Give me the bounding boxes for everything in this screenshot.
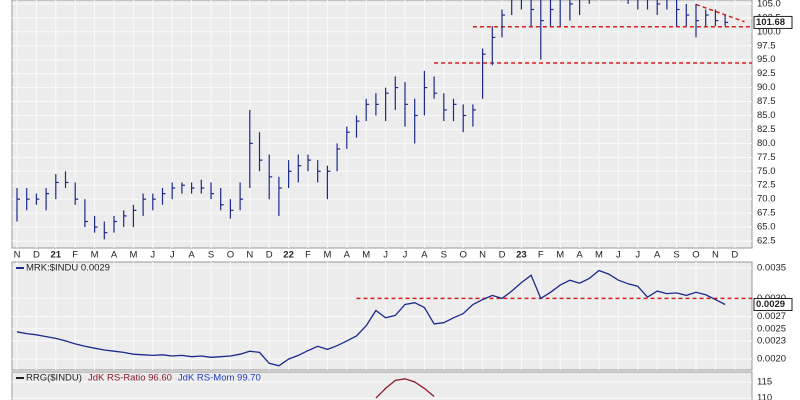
x-tick-label: S bbox=[441, 250, 447, 261]
x-tick-label: S bbox=[673, 250, 679, 261]
y-tick-label: 105.0 bbox=[757, 0, 781, 9]
x-tick-label: A bbox=[421, 250, 428, 261]
x-tick-label: F bbox=[72, 250, 78, 261]
x-tick-label: S bbox=[208, 250, 214, 261]
legend-entry: JdK RS-Mom 99.70 bbox=[178, 373, 261, 384]
y-tick-label: 97.5 bbox=[757, 40, 776, 51]
last-value-box bbox=[753, 15, 793, 29]
x-tick-label: O bbox=[227, 250, 234, 261]
price-panel bbox=[11, 0, 753, 249]
y-tick-label: 62.5 bbox=[757, 236, 776, 247]
x-tick-label: A bbox=[654, 250, 661, 261]
x-tick-label: N bbox=[712, 250, 719, 261]
x-tick-label: D bbox=[33, 250, 40, 261]
y-tick-label: 110 bbox=[757, 393, 772, 400]
x-tick-label: 21 bbox=[51, 250, 62, 261]
x-tick-label: M bbox=[129, 250, 137, 261]
x-tick-label: F bbox=[538, 250, 544, 261]
x-tick-label: D bbox=[266, 250, 273, 261]
plot-area bbox=[12, 0, 752, 248]
rrg-panel bbox=[11, 371, 753, 400]
x-tick-label: D bbox=[499, 250, 506, 261]
x-tick-label: N bbox=[479, 250, 486, 261]
y-tick-label: 92.5 bbox=[757, 68, 776, 79]
y-tick-label: 0.0023 bbox=[757, 335, 786, 346]
y-tick-label: 77.5 bbox=[757, 152, 776, 163]
x-tick-label: M bbox=[556, 250, 564, 261]
y-tick-label: 95.0 bbox=[757, 54, 776, 65]
y-tick-label: 0.0020 bbox=[757, 354, 786, 365]
y-tick-label: 0.0027 bbox=[757, 311, 786, 322]
last-value-label: 101.68 bbox=[756, 17, 785, 28]
x-tick-label: J bbox=[170, 250, 175, 261]
y-tick-label: 0.0035 bbox=[757, 263, 786, 274]
ratio-line bbox=[16, 269, 726, 367]
x-tick-label: M bbox=[323, 250, 331, 261]
legend-swatch bbox=[16, 267, 24, 269]
x-tick-label: A bbox=[576, 250, 583, 261]
plot-area bbox=[12, 262, 752, 370]
x-tick-label: J bbox=[616, 250, 621, 261]
x-tick-label: A bbox=[344, 250, 351, 261]
y-tick-label: 82.5 bbox=[757, 124, 776, 135]
x-tick-label: O bbox=[460, 250, 467, 261]
x-tick-label: J bbox=[403, 250, 408, 261]
plot-area bbox=[12, 378, 752, 399]
x-tick-label: D bbox=[731, 250, 738, 261]
x-tick-label: O bbox=[692, 250, 699, 261]
y-tick-label: 85.0 bbox=[757, 110, 776, 121]
last-value-label: 0.0029 bbox=[756, 299, 785, 310]
panel-title: RRG($INDU) bbox=[26, 373, 82, 384]
ratio-panel bbox=[11, 261, 753, 371]
panel-title: MRK:$INDU 0.0029 bbox=[26, 263, 110, 274]
legend-swatch bbox=[16, 377, 24, 379]
x-tick-label: 23 bbox=[516, 250, 527, 261]
x-tick-label: F bbox=[305, 250, 311, 261]
y-tick-label: 0.0025 bbox=[757, 323, 786, 334]
y-tick-label: 65.0 bbox=[757, 222, 776, 233]
legend-entry: JdK RS-Ratio 96.60 bbox=[88, 373, 172, 384]
last-value-box bbox=[753, 297, 793, 311]
x-tick-label: N bbox=[246, 250, 253, 261]
x-tick-label: J bbox=[383, 250, 388, 261]
x-tick-label: M bbox=[362, 250, 370, 261]
y-tick-label: 75.0 bbox=[757, 166, 776, 177]
x-tick-label: N bbox=[14, 250, 21, 261]
x-tick-label: 22 bbox=[283, 250, 294, 261]
y-tick-label: 67.5 bbox=[757, 208, 776, 219]
y-tick-label: 115 bbox=[757, 376, 772, 387]
y-tick-label: 80.0 bbox=[757, 138, 776, 149]
x-tick-label: M bbox=[91, 250, 99, 261]
y-tick-label: 100.0 bbox=[757, 26, 781, 37]
x-tick-label: J bbox=[150, 250, 155, 261]
series-line bbox=[375, 378, 435, 399]
y-tick-label: 87.5 bbox=[757, 96, 776, 107]
x-tick-label: A bbox=[111, 250, 118, 261]
trend-line bbox=[695, 3, 745, 23]
y-tick-label: 70.0 bbox=[757, 194, 776, 205]
x-tick-label: J bbox=[635, 250, 640, 261]
y-tick-label: 90.0 bbox=[757, 82, 776, 93]
x-tick-label: A bbox=[188, 250, 195, 261]
x-tick-label: M bbox=[595, 250, 603, 261]
y-tick-label: 72.5 bbox=[757, 180, 776, 191]
